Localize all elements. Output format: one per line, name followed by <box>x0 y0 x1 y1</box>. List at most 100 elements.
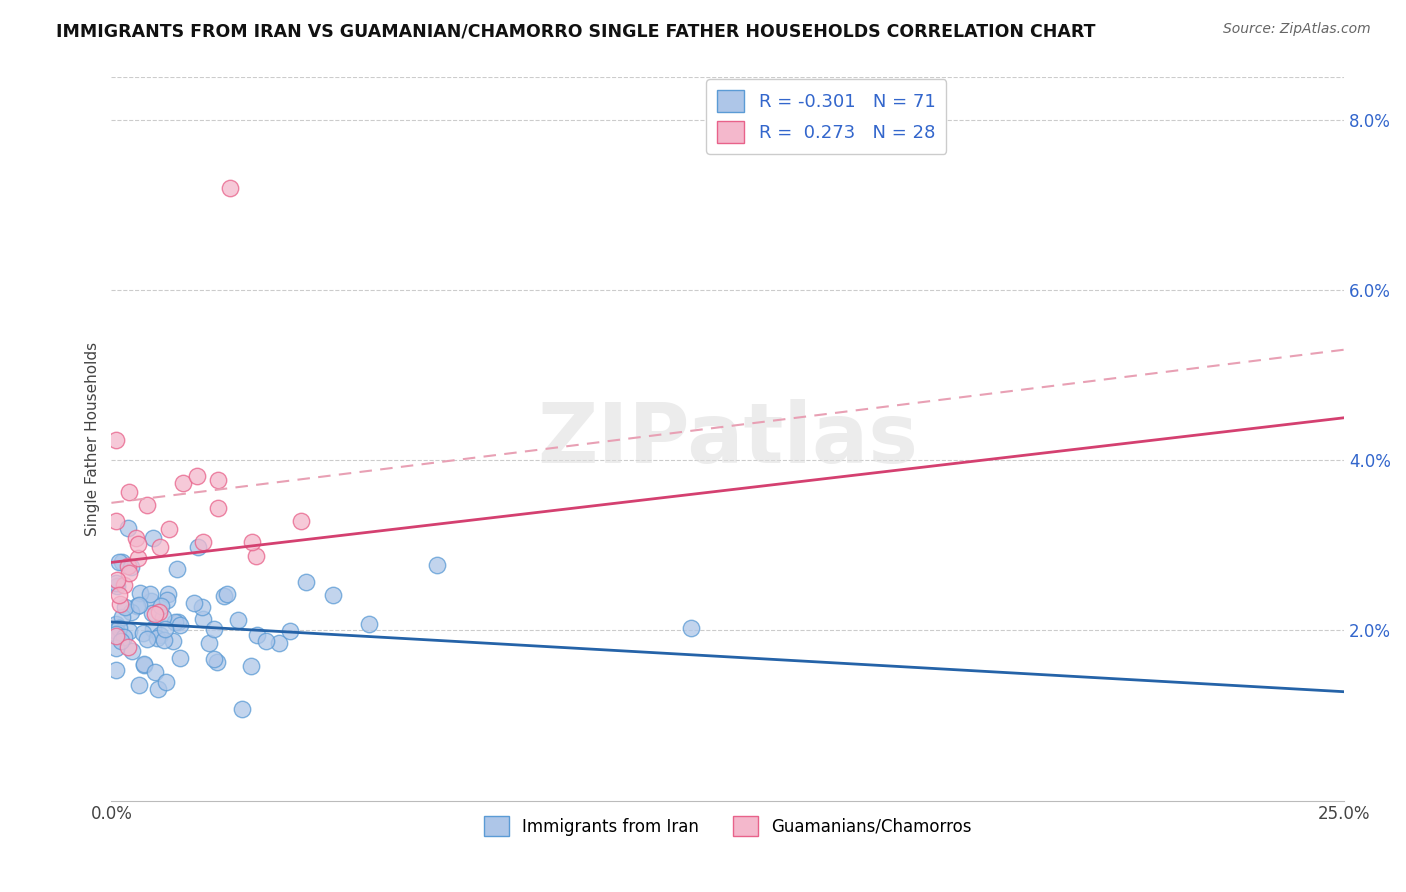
Point <box>127 537 149 551</box>
Legend: R = -0.301   N = 71, R =  0.273   N = 28: R = -0.301 N = 71, R = 0.273 N = 28 <box>706 79 946 154</box>
Point <box>186 469 208 483</box>
Point <box>202 622 225 636</box>
Point <box>172 476 194 491</box>
Point <box>105 629 128 643</box>
Point <box>128 678 150 692</box>
Point <box>240 534 263 549</box>
Point <box>167 615 190 630</box>
Point <box>169 618 191 632</box>
Point <box>226 613 249 627</box>
Point <box>294 575 316 590</box>
Point <box>111 610 134 624</box>
Point <box>146 682 169 697</box>
Point <box>187 540 209 554</box>
Point <box>269 636 291 650</box>
Point <box>132 658 155 673</box>
Point <box>207 474 229 488</box>
Point <box>117 640 139 655</box>
Point <box>166 562 188 576</box>
Point <box>112 630 135 644</box>
Point <box>212 590 235 604</box>
Point <box>142 531 165 545</box>
Point <box>105 616 128 631</box>
Point <box>148 605 170 619</box>
Point <box>105 578 128 592</box>
Point <box>105 627 128 641</box>
Point <box>153 622 176 636</box>
Point <box>149 540 172 554</box>
Point <box>278 624 301 638</box>
Point <box>117 558 139 573</box>
Point <box>110 597 132 611</box>
Point <box>128 598 150 612</box>
Point <box>157 587 180 601</box>
Point <box>202 652 225 666</box>
Point <box>105 514 128 528</box>
Point <box>117 521 139 535</box>
Point <box>107 555 129 569</box>
Point <box>112 577 135 591</box>
Point <box>155 674 177 689</box>
Point <box>125 531 148 545</box>
Point <box>254 634 277 648</box>
Point <box>152 609 174 624</box>
Point <box>105 641 128 656</box>
Point <box>108 588 131 602</box>
Point <box>114 599 136 614</box>
Text: Source: ZipAtlas.com: Source: ZipAtlas.com <box>1223 22 1371 37</box>
Point <box>107 621 129 635</box>
Y-axis label: Single Father Households: Single Father Households <box>86 342 100 536</box>
Point <box>141 606 163 620</box>
Point <box>193 534 215 549</box>
Point <box>125 599 148 614</box>
Point <box>120 605 142 619</box>
Point <box>105 433 128 447</box>
Point <box>149 628 172 642</box>
Point <box>162 634 184 648</box>
Point <box>143 607 166 622</box>
Point <box>105 663 128 677</box>
Point <box>143 665 166 679</box>
Point <box>118 624 141 639</box>
Point <box>118 484 141 499</box>
Text: ZIPatlas: ZIPatlas <box>537 399 918 480</box>
Point <box>105 573 128 587</box>
Point <box>681 621 703 635</box>
Point <box>146 632 169 646</box>
Point <box>191 600 214 615</box>
Point <box>149 599 172 614</box>
Point <box>110 633 132 648</box>
Point <box>246 628 269 642</box>
Point <box>357 617 380 632</box>
Point <box>205 655 228 669</box>
Point <box>163 615 186 630</box>
Point <box>207 500 229 515</box>
Point <box>153 632 176 647</box>
Point <box>156 593 179 607</box>
Point <box>322 589 344 603</box>
Point <box>183 596 205 610</box>
Point <box>239 659 262 673</box>
Point <box>117 566 139 580</box>
Point <box>121 644 143 658</box>
Point <box>290 514 312 528</box>
Point <box>105 624 128 638</box>
Point <box>426 558 449 572</box>
Point <box>215 586 238 600</box>
Point <box>197 636 219 650</box>
Point <box>132 657 155 671</box>
Point <box>142 622 165 636</box>
Point <box>111 555 134 569</box>
Point <box>132 625 155 640</box>
Point <box>218 181 240 195</box>
Point <box>127 550 149 565</box>
Point <box>136 499 159 513</box>
Point <box>169 650 191 665</box>
Point <box>191 612 214 626</box>
Point <box>105 576 128 591</box>
Point <box>245 549 267 563</box>
Point <box>139 587 162 601</box>
Text: IMMIGRANTS FROM IRAN VS GUAMANIAN/CHAMORRO SINGLE FATHER HOUSEHOLDS CORRELATION : IMMIGRANTS FROM IRAN VS GUAMANIAN/CHAMOR… <box>56 22 1095 40</box>
Point <box>157 522 180 536</box>
Point <box>231 702 253 716</box>
